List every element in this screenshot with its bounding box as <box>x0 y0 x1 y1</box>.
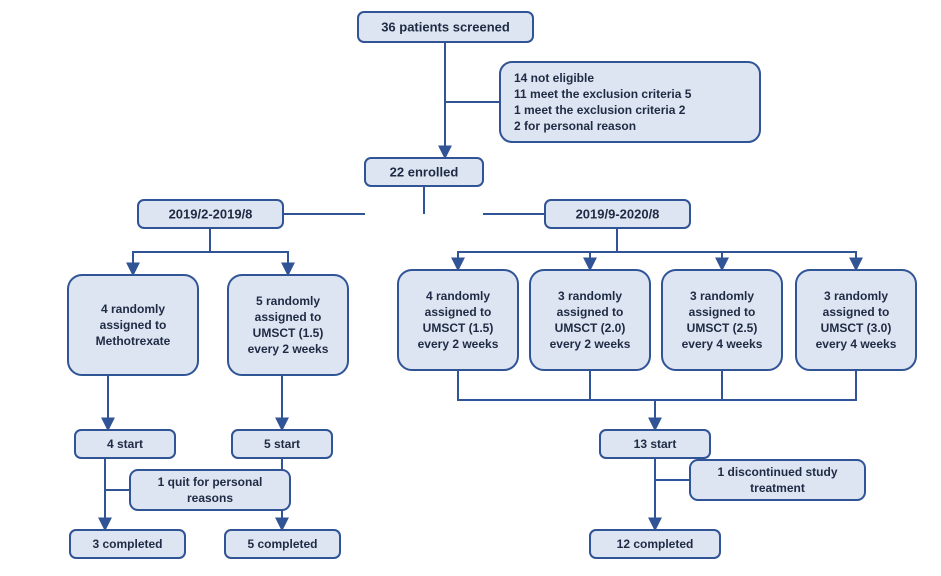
node-exclusion-line-1: 11 meet the exclusion criteria 5 <box>514 87 692 101</box>
node-armU20-line-1: assigned to <box>557 305 624 319</box>
node-armU25-line-1: assigned to <box>689 305 756 319</box>
node-compC: 12 completed <box>590 530 720 558</box>
node-compC-line-0: 12 completed <box>617 537 694 551</box>
edge-armU20-startC <box>590 370 655 400</box>
node-armU25-line-2: UMSCT (2.5) <box>687 321 758 335</box>
node-exclusion-line-2: 1 meet the exclusion criteria 2 <box>514 103 686 117</box>
node-armMTX-line-2: Methotrexate <box>96 334 171 348</box>
edge-periodA-armMTX <box>133 228 210 275</box>
edge-armU15b-startC <box>458 370 655 400</box>
node-armU25-line-0: 3 randomly <box>690 289 754 303</box>
flowchart: 36 patients screened 14 not eligible 11 me… <box>0 0 941 576</box>
node-armU15b: 4 randomly assigned to UMSCT (1.5) every 2 … <box>398 270 518 370</box>
node-compA-line-0: 3 completed <box>92 537 162 551</box>
node-enrolled: 22 enrolled <box>365 158 483 186</box>
node-periodA-line-0: 2019/2-2019/8 <box>169 207 253 222</box>
edge-armU25-startC <box>655 370 722 400</box>
node-armU15b-line-0: 4 randomly <box>426 289 490 303</box>
edge-periodB-armU15b <box>458 228 617 270</box>
node-discC-line-1: treatment <box>750 481 805 495</box>
nodes-layer: 36 patients screened 14 not eligible 11 me… <box>68 12 916 558</box>
node-armMTX-line-1: assigned to <box>100 318 167 332</box>
node-startB: 5 start <box>232 430 332 458</box>
node-armU15a-line-0: 5 randomly <box>256 294 320 308</box>
node-armU20-line-0: 3 randomly <box>558 289 622 303</box>
node-armU15b-line-1: assigned to <box>425 305 492 319</box>
edge-armU30-startC <box>655 370 856 400</box>
node-armU20-line-2: UMSCT (2.0) <box>555 321 626 335</box>
node-discC-line-0: 1 discontinued study <box>717 465 837 479</box>
node-armU25-line-3: every 4 weeks <box>682 337 763 351</box>
node-armU30-line-2: UMSCT (3.0) <box>821 321 892 335</box>
node-armU20: 3 randomly assigned to UMSCT (2.0) every 2 … <box>530 270 650 370</box>
node-armMTX: 4 randomly assigned to Methotrexate <box>68 275 198 375</box>
node-armU15b-line-3: every 2 weeks <box>418 337 499 351</box>
node-exclusion: 14 not eligible 11 meet the exclusion cri… <box>500 62 760 142</box>
node-armU25: 3 randomly assigned to UMSCT (2.5) every 4 … <box>662 270 782 370</box>
node-armU30-line-1: assigned to <box>823 305 890 319</box>
node-screened: 36 patients screened <box>358 12 533 42</box>
node-periodB: 2019/9-2020/8 <box>545 200 690 228</box>
node-compA: 3 completed <box>70 530 185 558</box>
node-discC: 1 discontinued study treatment <box>690 460 865 500</box>
node-armU30-line-0: 3 randomly <box>824 289 888 303</box>
node-enrolled-line-0: 22 enrolled <box>390 165 459 180</box>
node-periodB-line-0: 2019/9-2020/8 <box>576 207 660 222</box>
node-armU30: 3 randomly assigned to UMSCT (3.0) every 4 … <box>796 270 916 370</box>
node-screened-line-0: 36 patients screened <box>381 20 510 35</box>
node-compB-line-0: 5 completed <box>247 537 317 551</box>
node-startA-line-0: 4 start <box>107 437 143 451</box>
node-armU15b-line-2: UMSCT (1.5) <box>423 321 494 335</box>
node-exclusion-line-3: 2 for personal reason <box>514 119 636 133</box>
node-compB: 5 completed <box>225 530 340 558</box>
node-armU15a-line-3: every 2 weeks <box>248 342 329 356</box>
node-startB-line-0: 5 start <box>264 437 300 451</box>
node-quitA-line-1: reasons <box>187 491 233 505</box>
node-quitA-line-0: 1 quit for personal <box>158 475 263 489</box>
node-armU15a-line-1: assigned to <box>255 310 322 324</box>
node-startC: 13 start <box>600 430 710 458</box>
edge-periodB-armU20 <box>590 228 617 270</box>
edge-periodB-armU30 <box>617 228 856 270</box>
edge-periodA-armU15a <box>210 228 288 275</box>
node-periodA: 2019/2-2019/8 <box>138 200 283 228</box>
node-armU30-line-3: every 4 weeks <box>816 337 897 351</box>
node-armU20-line-3: every 2 weeks <box>550 337 631 351</box>
node-armU15a: 5 randomly assigned to UMSCT (1.5) every 2 … <box>228 275 348 375</box>
node-exclusion-line-0: 14 not eligible <box>514 71 594 85</box>
node-quitA: 1 quit for personal reasons <box>130 470 290 510</box>
node-armMTX-line-0: 4 randomly <box>101 302 165 316</box>
node-armU15a-line-2: UMSCT (1.5) <box>253 326 324 340</box>
edge-periodB-armU25 <box>617 228 722 270</box>
node-startC-line-0: 13 start <box>634 437 677 451</box>
node-startA: 4 start <box>75 430 175 458</box>
